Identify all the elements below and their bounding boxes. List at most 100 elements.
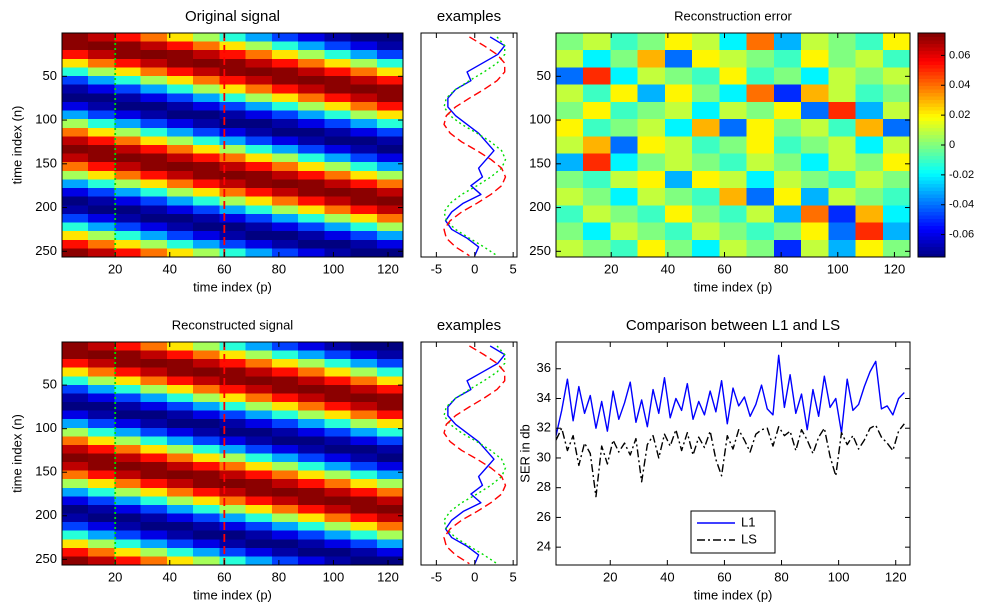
x-tick-label: 100 [323, 261, 345, 276]
heatmap-cell [245, 119, 273, 129]
heatmap-cell [376, 504, 403, 515]
heatmap-cell [746, 33, 775, 51]
heatmap-cell [692, 33, 720, 51]
heatmap-cell [324, 522, 352, 532]
colorbar-tick-label: 0.04 [949, 79, 970, 91]
heatmap-cell [219, 33, 247, 43]
heatmap-cell [88, 530, 116, 540]
heatmap-cell [88, 76, 116, 86]
heatmap-cell [350, 556, 378, 565]
colorbar-swatch [918, 110, 945, 115]
heatmap-cell [610, 153, 639, 172]
colorbar-swatch [918, 250, 945, 255]
heatmap-cell [324, 410, 352, 420]
heatmap-cell [62, 504, 89, 515]
heatmap-cell [193, 222, 220, 232]
heatmap-cell [219, 402, 247, 412]
heatmap-cell [219, 101, 247, 112]
x-tick-label: 120 [377, 569, 399, 584]
heatmap-cell [376, 393, 403, 403]
heatmap-cell [245, 470, 273, 480]
heatmap-cell [376, 359, 403, 369]
heatmap-cell [610, 222, 639, 241]
heatmap-cell [746, 50, 775, 69]
heatmap-cell [692, 67, 720, 86]
heatmap-cell [62, 179, 89, 189]
heatmap-cell [271, 145, 299, 155]
heatmap-cell [166, 436, 194, 446]
heatmap-cell [801, 136, 829, 155]
heatmap-cell [271, 119, 299, 129]
heatmap-cell [219, 145, 247, 155]
colorbar-swatch [918, 106, 945, 111]
heatmap-cell [298, 239, 325, 249]
heatmap-cell [193, 50, 220, 60]
heatmap-cell [88, 342, 116, 352]
colorbar-swatch [918, 117, 945, 122]
heatmap-cell [62, 127, 89, 137]
heatmap-cell [140, 384, 168, 395]
heatmap-cell [828, 101, 857, 120]
heatmap-cell [376, 239, 403, 249]
heatmap-cell [114, 402, 142, 412]
heatmap-cell [114, 213, 142, 224]
y-tick-label: 100 [35, 112, 57, 127]
heatmap-cell [245, 384, 273, 395]
heatmap-cell [271, 179, 299, 189]
heatmap-cell [350, 41, 378, 51]
heatmap-cell [637, 222, 666, 241]
heatmap-cell [62, 170, 89, 181]
heatmap-cell [773, 84, 802, 103]
heatmap-cell [114, 547, 142, 558]
heatmap-cell [114, 76, 142, 86]
heatmap-cell [324, 188, 352, 198]
heatmap-cell [62, 453, 89, 463]
heatmap-cell [298, 76, 325, 86]
heatmap-cell [271, 487, 299, 497]
heatmap-cell [664, 136, 693, 155]
colorbar-tick-label: -0.06 [949, 229, 974, 241]
heatmap-cell [298, 205, 325, 215]
heatmap-cell [350, 188, 378, 198]
heatmap-cell [219, 58, 247, 69]
series-line [556, 423, 905, 498]
heatmap-cell [324, 196, 352, 206]
heatmap-cell [245, 248, 273, 257]
heatmap-cell [692, 101, 720, 120]
x-tick-label: 60 [217, 261, 231, 276]
heatmap-cell [62, 522, 89, 532]
heatmap-cell [746, 136, 775, 155]
heatmap-cell [324, 231, 352, 241]
heatmap-cell [324, 50, 352, 60]
heatmap-cell [166, 367, 194, 377]
heatmap-cell [219, 539, 247, 549]
heatmap-cell [140, 453, 168, 463]
heatmap-cell [114, 196, 142, 206]
heatmap-cell [219, 205, 247, 215]
heatmap-cell [62, 239, 89, 249]
heatmap-cell [376, 556, 403, 565]
heatmap-cell [556, 67, 584, 86]
colorbar-swatch [918, 162, 945, 167]
heatmap-cell [166, 101, 194, 112]
heatmap-cell [245, 58, 273, 69]
heatmap-cell [193, 58, 220, 69]
lines [556, 354, 905, 498]
heatmap-cell [114, 539, 142, 549]
heatmap-cell [62, 359, 89, 369]
heatmap-cell [140, 205, 168, 215]
heatmap-cell [298, 444, 325, 455]
heatmap-cell [140, 419, 168, 429]
y-tick-label: 24 [537, 539, 551, 554]
heatmap-cell [583, 50, 612, 69]
heatmap-cell [719, 84, 748, 103]
heatmap-cell [62, 470, 89, 480]
heatmap-cell [664, 67, 693, 86]
heatmap-cell [719, 170, 748, 189]
colorbar-swatch [918, 243, 945, 248]
heatmap-cell [114, 427, 142, 437]
heatmap-cell [719, 205, 748, 224]
heatmap-cell [88, 470, 116, 480]
heatmap-cell [556, 101, 584, 120]
colorbar-swatch [918, 85, 945, 90]
